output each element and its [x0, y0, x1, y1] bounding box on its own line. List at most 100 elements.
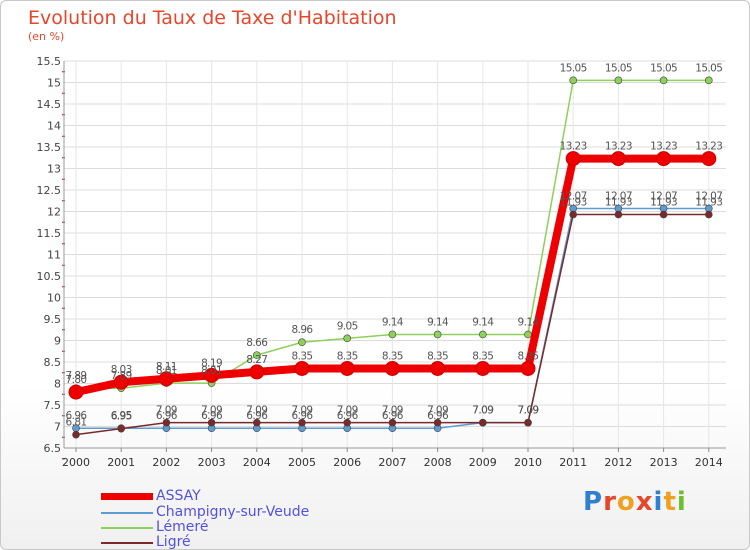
data-point: [298, 418, 306, 427]
data-point: [524, 418, 532, 427]
data-label: 7.89: [66, 370, 87, 382]
data-label: 6.96: [66, 410, 88, 422]
data-label: 11.93: [695, 197, 722, 209]
data-point: [388, 330, 397, 339]
data-label: 13.23: [650, 141, 677, 153]
data-label: 12.07: [605, 190, 632, 202]
logo-letter: x: [635, 487, 654, 517]
y-tick-label: 7: [54, 421, 61, 434]
y-tick-label: 7.5: [44, 399, 62, 412]
x-tick-label: 2011: [559, 456, 587, 469]
y-tick-label: 11.5: [37, 227, 62, 240]
data-label: 6.96: [156, 410, 178, 422]
logo-letter: i: [653, 487, 664, 517]
legend-label-champigny: Champigny-sur-Veude: [156, 504, 310, 520]
data-label: 8.01: [201, 365, 222, 377]
data-point: [614, 76, 623, 85]
logo-letter: r: [603, 487, 617, 517]
data-label: 7.09: [201, 405, 222, 417]
data-point: [113, 374, 129, 390]
legend-swatch-lemere: [101, 527, 153, 529]
logo-letter: i: [676, 487, 687, 517]
y-tick-label: 12.5: [37, 184, 62, 197]
y-tick-label: 6.5: [44, 442, 62, 455]
data-label: 8.35: [518, 350, 539, 362]
legend-swatch-ligre: [101, 542, 153, 544]
data-point: [656, 151, 672, 167]
data-label: 8.66: [246, 337, 268, 349]
x-tick-label: 2000: [62, 456, 90, 469]
data-label: 6.95: [111, 410, 132, 422]
data-point: [253, 418, 261, 427]
x-tick-label: 2014: [695, 456, 723, 469]
data-point: [610, 151, 626, 167]
data-label: 7.09: [472, 405, 493, 417]
data-point: [704, 210, 713, 219]
data-label: 8.35: [427, 350, 448, 362]
data-label: 11.93: [560, 197, 587, 209]
data-point: [204, 367, 220, 383]
data-point: [388, 418, 397, 427]
data-point: [475, 360, 491, 376]
legend-label-assay: ASSAY: [156, 488, 201, 504]
data-label: 7.09: [472, 405, 493, 417]
legend-swatch-assay: [101, 493, 153, 500]
x-tick-label: 2005: [288, 456, 316, 469]
legend-label-ligre: Ligré: [156, 534, 191, 550]
data-point: [524, 330, 532, 339]
x-tick-label: 2003: [198, 456, 226, 469]
y-tick-label: 10: [47, 292, 61, 305]
data-label: 7.09: [337, 405, 358, 417]
data-label: 6.95: [111, 411, 132, 423]
data-label: 8.35: [337, 350, 358, 362]
y-tick-label: 14.5: [37, 98, 62, 111]
data-label: 15.05: [605, 62, 632, 74]
logo-letter: P: [583, 487, 604, 517]
data-point: [433, 330, 442, 339]
data-point: [701, 151, 717, 167]
data-point: [569, 76, 578, 85]
data-label: 7.09: [518, 405, 539, 417]
y-tick-label: 15: [47, 77, 61, 90]
y-tick-label: 8: [54, 378, 61, 391]
x-tick-label: 2007: [378, 456, 406, 469]
data-label: 8.03: [111, 364, 132, 376]
data-point: [117, 424, 125, 433]
data-point: [343, 334, 352, 343]
data-label: 7.09: [382, 405, 403, 417]
data-label: 6.96: [201, 410, 223, 422]
y-tick-label: 11: [47, 249, 61, 262]
x-tick-label: 2009: [469, 456, 497, 469]
data-label: 7.09: [518, 405, 539, 417]
x-tick-label: 2013: [650, 456, 678, 469]
data-label: 9.14: [472, 316, 494, 328]
data-point: [478, 330, 487, 339]
proxiti-logo: Proxiti: [583, 487, 687, 517]
data-label: 12.07: [695, 190, 722, 202]
data-label: 8.11: [156, 361, 177, 373]
data-label: 8.35: [292, 350, 313, 362]
y-tick-label: 9: [54, 335, 61, 348]
data-label: 6.96: [246, 410, 268, 422]
y-tick-label: 13.5: [37, 141, 62, 154]
data-label: 15.05: [695, 62, 722, 74]
data-label: 8.96: [292, 324, 314, 336]
data-label: 11.93: [605, 197, 632, 209]
data-point: [565, 151, 581, 167]
data-label: 13.23: [695, 141, 722, 153]
data-label: 11.93: [650, 197, 677, 209]
y-tick-label: 9.5: [44, 313, 62, 326]
data-point: [520, 360, 536, 376]
data-label: 12.07: [650, 190, 677, 202]
data-point: [339, 360, 355, 376]
data-label: 6.96: [427, 410, 449, 422]
logo-letter: o: [616, 487, 636, 517]
chart-subtitle: (en %): [28, 30, 65, 43]
data-label: 6.81: [66, 417, 87, 429]
data-label: 9.14: [518, 316, 540, 328]
data-point: [158, 371, 174, 387]
data-label: 6.96: [292, 410, 314, 422]
y-tick-label: 14: [47, 120, 61, 133]
